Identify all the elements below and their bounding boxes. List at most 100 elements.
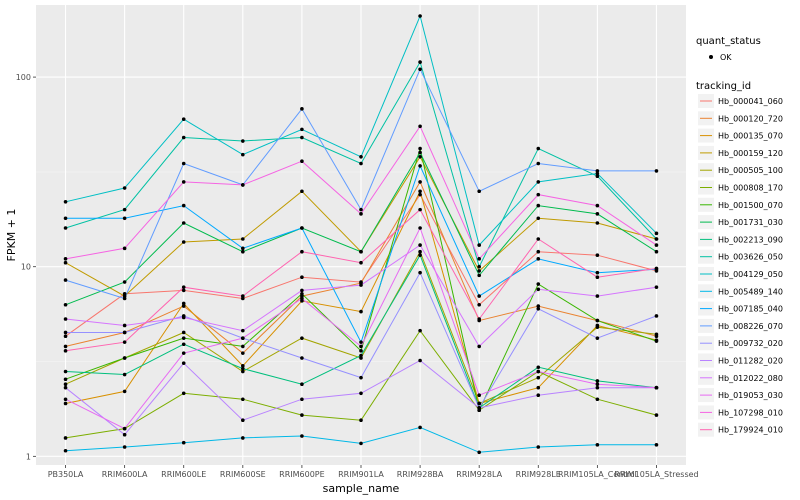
- data-point: [63, 385, 68, 390]
- data-point: [122, 426, 127, 431]
- data-point: [122, 372, 127, 377]
- data-point: [595, 212, 600, 216]
- data-point: [359, 249, 363, 254]
- data-point: [359, 309, 363, 314]
- x-tick-label: RRIM600LA: [102, 470, 148, 479]
- data-point: [300, 382, 304, 387]
- data-point: [477, 243, 481, 247]
- data-point: [181, 342, 186, 347]
- data-point: [241, 397, 245, 402]
- data-point: [536, 445, 541, 449]
- data-point: [300, 135, 304, 140]
- data-point: [418, 150, 422, 155]
- data-point: [536, 257, 541, 261]
- data-point: [595, 336, 600, 340]
- data-point: [595, 275, 600, 280]
- data-point: [181, 330, 186, 335]
- data-point: [181, 117, 186, 121]
- data-point: [241, 436, 245, 440]
- x-tick-label: RRIM600PE: [279, 470, 325, 479]
- data-point: [241, 336, 245, 340]
- data-point: [122, 296, 127, 301]
- data-point: [477, 401, 481, 406]
- data-point: [122, 323, 127, 328]
- data-point: [181, 203, 186, 208]
- x-tick-label: RRIM600SE: [220, 470, 266, 479]
- data-point: [654, 237, 659, 241]
- data-point: [241, 366, 245, 371]
- data-point: [181, 391, 186, 396]
- data-point: [595, 171, 600, 176]
- data-point: [595, 294, 600, 298]
- x-tick-label: PB350LA: [48, 470, 84, 479]
- data-point: [181, 351, 186, 355]
- data-point: [654, 339, 659, 343]
- data-point: [595, 382, 600, 387]
- data-point: [477, 302, 481, 307]
- legend-label: Hb_000159_120: [718, 149, 783, 158]
- data-point: [63, 397, 68, 402]
- data-point: [418, 328, 422, 333]
- data-point: [63, 334, 68, 339]
- data-point: [359, 154, 363, 159]
- data-point: [241, 328, 245, 333]
- data-point: [654, 443, 659, 447]
- legend-quant-title: quant_status: [696, 36, 761, 47]
- data-point: [300, 434, 304, 438]
- legend-label: Hb_019053_030: [718, 391, 783, 400]
- data-point: [418, 189, 422, 194]
- data-point: [359, 375, 363, 380]
- data-point: [300, 127, 304, 132]
- data-point: [595, 397, 600, 402]
- data-point: [418, 124, 422, 129]
- data-point: [181, 285, 186, 289]
- data-point: [300, 275, 304, 280]
- data-point: [300, 413, 304, 417]
- data-point: [477, 269, 481, 273]
- data-point: [477, 189, 481, 194]
- x-axis-title: sample_name: [323, 482, 400, 495]
- data-point: [241, 418, 245, 423]
- data-point: [122, 186, 127, 190]
- data-point: [241, 246, 245, 251]
- legend-label: Hb_003626_050: [718, 253, 783, 262]
- data-point: [536, 180, 541, 184]
- legend-label: Hb_000808_170: [718, 184, 783, 193]
- data-point: [63, 349, 68, 353]
- data-point: [63, 278, 68, 282]
- data-point: [654, 314, 659, 318]
- data-point: [359, 283, 363, 287]
- data-point: [359, 260, 363, 265]
- data-point: [536, 216, 541, 221]
- axes: 1 10 100 PB350LA RRIM600LA RRIM600LE RRIM600SE…: [16, 73, 699, 479]
- data-point: [359, 212, 363, 216]
- legend-label: Hb_009732_020: [718, 339, 783, 348]
- y-axis-title: FPKM + 1: [5, 209, 18, 262]
- data-point: [418, 14, 422, 18]
- data-point: [181, 221, 186, 225]
- y-tick-label: 1: [26, 452, 31, 461]
- x-tick-label: RRIM600LE: [161, 470, 206, 479]
- data-point: [300, 226, 304, 230]
- data-point: [181, 440, 186, 445]
- legend-label: Hb_000120_720: [718, 114, 783, 123]
- data-point: [63, 369, 68, 374]
- legend-tracking-items: Hb_000041_060 Hb_000120_720 Hb_000135_070 H…: [698, 94, 783, 437]
- data-point: [654, 231, 659, 236]
- data-point: [536, 385, 541, 390]
- data-point: [63, 436, 68, 440]
- data-point: [181, 336, 186, 340]
- data-point: [300, 107, 304, 111]
- data-point: [595, 385, 600, 390]
- data-point: [536, 287, 541, 292]
- data-point: [241, 249, 245, 254]
- data-point: [654, 285, 659, 289]
- data-point: [122, 432, 127, 437]
- data-point: [300, 159, 304, 164]
- data-point: [654, 266, 659, 271]
- data-point: [359, 207, 363, 212]
- data-point: [122, 280, 127, 284]
- data-point: [122, 356, 127, 360]
- data-point: [477, 257, 481, 261]
